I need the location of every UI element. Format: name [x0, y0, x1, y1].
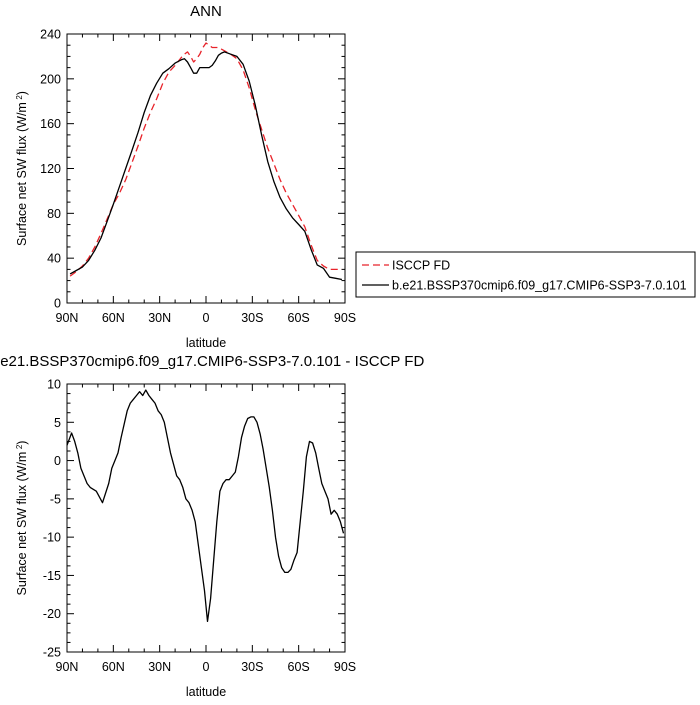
panel1-series-line-2	[69, 51, 343, 281]
panel2-y-tick-label: -25	[43, 646, 61, 660]
panel1-x-tick-label: 60S	[288, 311, 310, 325]
panel2-x-tick-label: 90N	[56, 660, 79, 674]
panel1-y-axis-label: Surface net SW flux (W/m 2)	[15, 91, 29, 246]
panel1-x-tick-label: 90S	[334, 311, 356, 325]
legend-box	[355, 251, 696, 298]
panel1-y-tick-label: 120	[40, 162, 61, 176]
panel2-y-tick-label: 10	[47, 378, 61, 392]
panel2-chart-title: b.e21.BSSP370cmip6.f09_g17.CMIP6-SSP3-7.…	[0, 353, 424, 370]
panel1-y-tick-label: 0	[54, 297, 61, 311]
panel2-series-line-1	[66, 389, 345, 623]
panel1-y-tick-label: 160	[40, 117, 61, 131]
panel1-x-tick-label: 90N	[56, 311, 79, 325]
panel2-x-tick-label: 30N	[148, 660, 171, 674]
panel2-y-tick-label: -20	[43, 607, 61, 621]
panel2-y-tick-label: 5	[54, 416, 61, 430]
panel1-x-tick-label: 60N	[102, 311, 125, 325]
panel2-y-tick-label: -15	[43, 569, 61, 583]
panel1-x-tick-label: 30N	[148, 311, 171, 325]
panel1-series-line-1	[69, 42, 342, 277]
panel2-y-tick-label: -5	[50, 492, 61, 506]
panel1-y-tick-label: 40	[47, 252, 61, 266]
panel1-x-axis-label: latitude	[186, 336, 226, 350]
panel1-chart-title: ANN	[190, 3, 222, 20]
panel1-plot-frame	[66, 33, 346, 304]
panel1-y-tick-label: 240	[40, 28, 61, 42]
panel2-x-tick-label: 30S	[241, 660, 263, 674]
legend-entry-2: b.e21.BSSP370cmip6.f09_g17.CMIP6-SSP3-7.…	[392, 279, 687, 293]
panel1-x-tick-label: 30S	[241, 311, 263, 325]
legend-entry-1: ISCCP FD	[392, 259, 450, 273]
panel2-x-tick-label: 90S	[334, 660, 356, 674]
panel2-x-tick-label: 60S	[288, 660, 310, 674]
panel2-y-axis-label: Surface net SW flux (W/m 2)	[15, 441, 29, 596]
panel2-x-axis-label: latitude	[186, 685, 226, 699]
panel1-y-tick-label: 200	[40, 72, 61, 86]
panel2-y-tick-label: -10	[43, 531, 61, 545]
panel2-x-tick-label: 0	[203, 660, 210, 674]
panel2-y-tick-label: 0	[54, 454, 61, 468]
panel2-x-tick-label: 60N	[102, 660, 125, 674]
panel1-x-tick-label: 0	[203, 311, 210, 325]
panel1-y-tick-label: 80	[47, 207, 61, 221]
